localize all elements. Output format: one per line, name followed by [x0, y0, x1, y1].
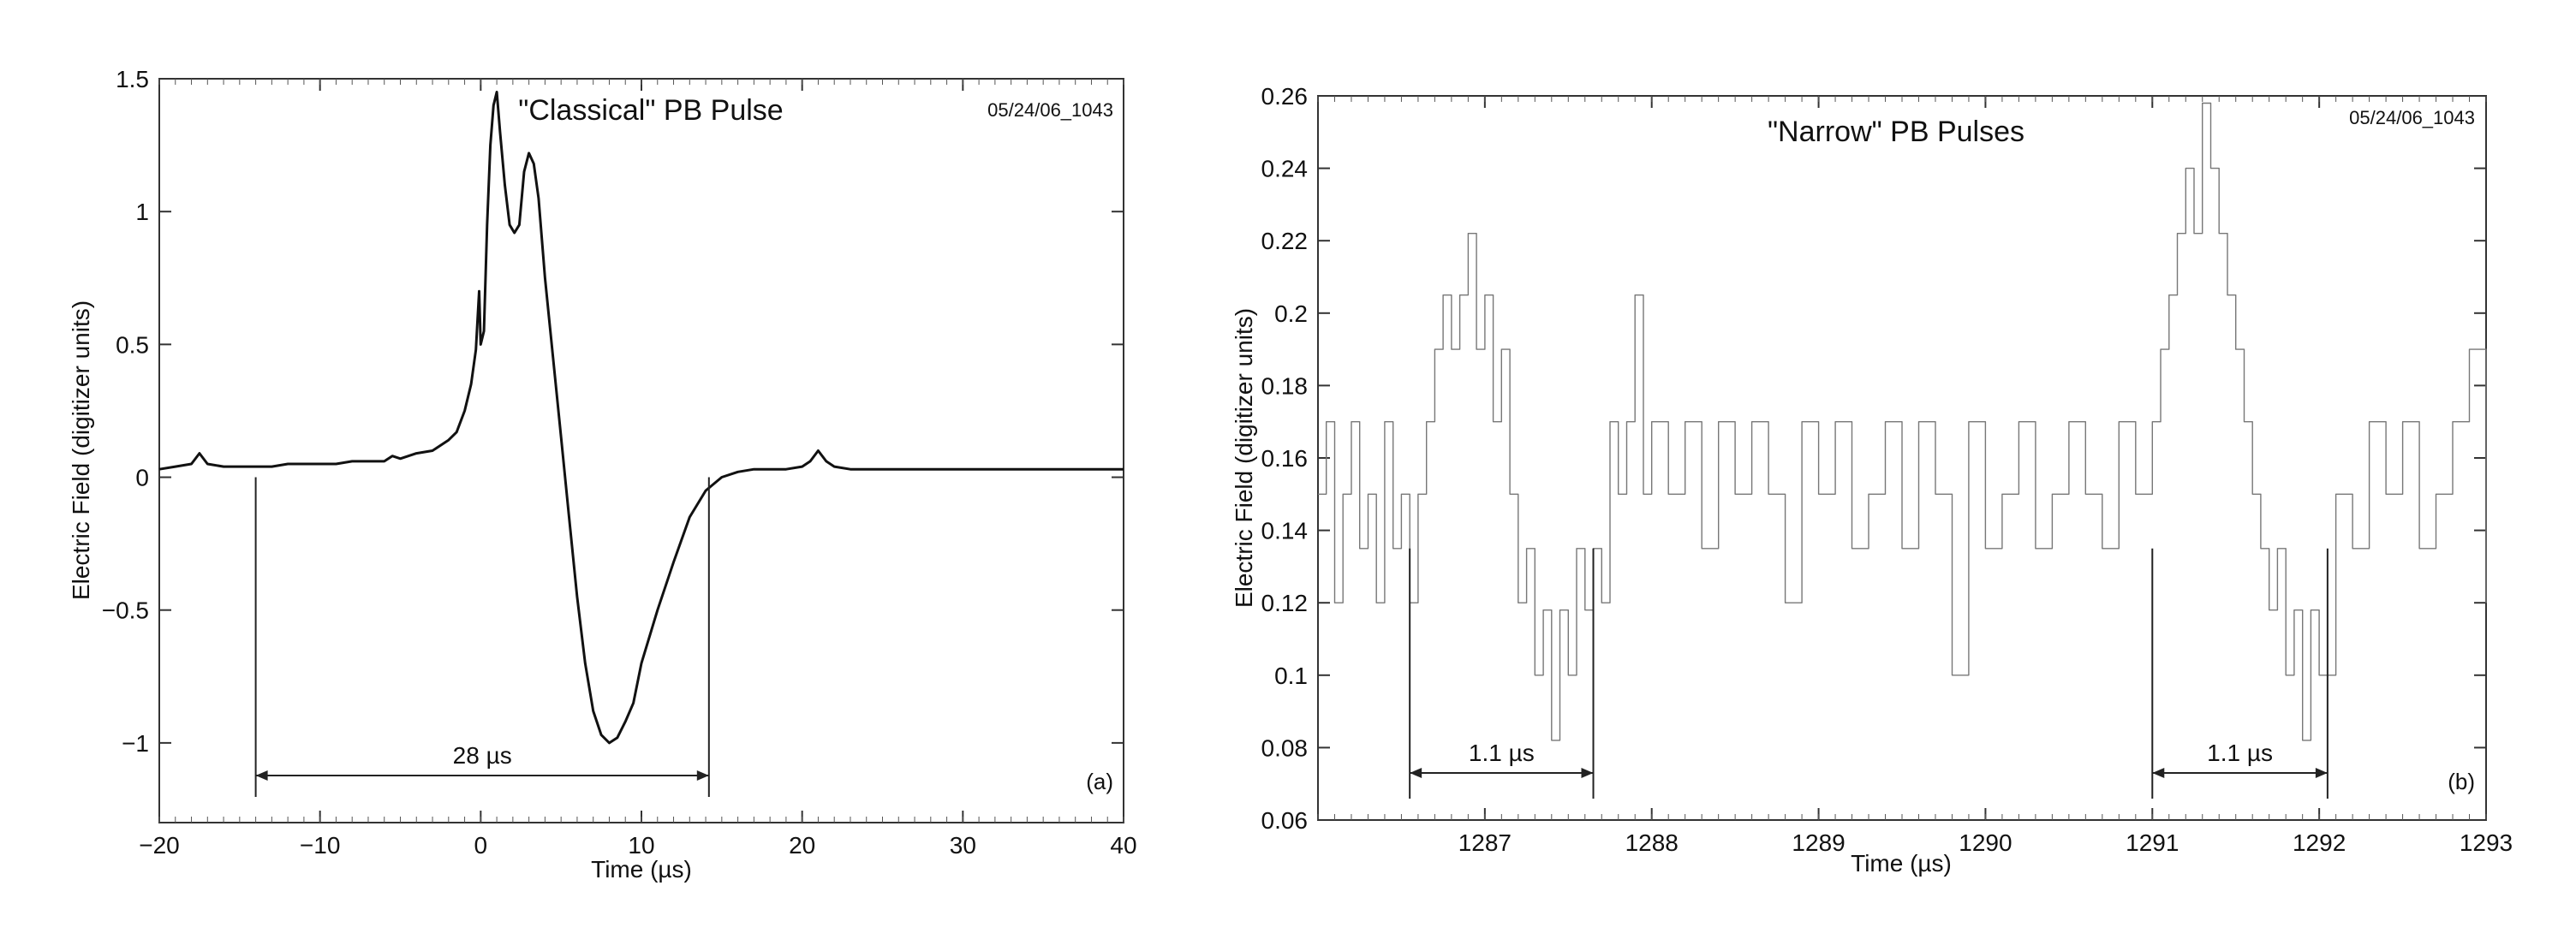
y-tick-label: −1: [122, 730, 149, 757]
annotation-a: 28 µs: [254, 477, 710, 797]
y-tick-label: 0.2: [1274, 300, 1308, 327]
arrowhead-left: [2152, 768, 2165, 778]
x-tick-label: 1288: [1625, 829, 1679, 856]
panel-label-a: (a): [1086, 769, 1113, 794]
y-axis-label-a: Electric Field (digitizer units): [68, 300, 94, 600]
x-tick-label: −10: [300, 832, 341, 859]
timestamp-a: 05/24/06_1043: [987, 99, 1113, 121]
y-tick-label: 0.26: [1261, 83, 1309, 110]
y-tick-label: 0.18: [1261, 372, 1309, 399]
duration-label: 1.1 µs: [2207, 740, 2273, 766]
chart-panel-a: −20 −10 0 10 20 30 40 −1 −0.5 0 0.5 1 1.5 28 µs "Cla…: [68, 66, 1137, 883]
y-tick-label: 1: [135, 199, 149, 225]
y-tick-label: 0.08: [1261, 734, 1309, 761]
x-tick-label: 10: [628, 832, 654, 859]
x-axis-label-a: Time (µs): [591, 856, 692, 883]
chart-title-a: "Classical" PB Pulse: [518, 94, 783, 127]
y-axis-label-b: Electric Field (digitizer units): [1231, 308, 1257, 608]
y-tick-label: 0.12: [1261, 590, 1309, 616]
arrowhead-right: [696, 770, 709, 781]
y-tick-label: 0.24: [1261, 156, 1309, 182]
ticks-b: 1287 1288 1289 1290 1291 1292 1293 0.06 0.08 0.1 0…: [1261, 83, 2513, 856]
y-tick-label: 0.06: [1261, 807, 1309, 834]
series-line: [1318, 102, 2487, 741]
x-tick-label: 1287: [1458, 829, 1512, 856]
series-line: [158, 91, 1124, 745]
timestamp-b: 05/24/06_1043: [2349, 107, 2475, 128]
x-tick-label: 1292: [2293, 829, 2346, 856]
x-tick-label: 20: [789, 832, 815, 859]
arrowhead-left: [255, 770, 268, 781]
y-tick-label: −0.5: [102, 597, 149, 624]
chart-title-b: "Narrow" PB Pulses: [1768, 116, 2024, 148]
duration-label: 1.1 µs: [1469, 740, 1535, 766]
y-tick-label: 0.22: [1261, 228, 1309, 254]
y-tick-label: 0.5: [116, 331, 149, 358]
x-tick-label: −20: [139, 832, 180, 859]
y-tick-label: 0.16: [1261, 445, 1309, 472]
plot-frame-a: [158, 78, 1124, 823]
arrowhead-right: [2315, 768, 2328, 778]
ticks-a: −20 −10 0 10 20 30 40 −1 −0.5 0 0.5 1 1.5: [102, 66, 1137, 859]
x-tick-label: 1293: [2460, 829, 2513, 856]
x-tick-label: 1290: [1959, 829, 2012, 856]
x-tick-label: 1291: [2126, 829, 2179, 856]
y-tick-label: 0.14: [1261, 518, 1309, 544]
x-tick-label: 0: [474, 832, 488, 859]
arrowhead-right: [1581, 768, 1594, 778]
panel-label-b: (b): [2448, 769, 2475, 794]
y-tick-label: 1.5: [116, 66, 149, 92]
x-tick-label: 30: [950, 832, 976, 859]
chart-panel-b: 1287 1288 1289 1290 1291 1292 1293 0.06 0.08 0.1 0…: [1231, 83, 2513, 877]
duration-label: 28 µs: [453, 742, 512, 769]
y-tick-label: 0: [135, 465, 149, 491]
x-axis-label-b: Time (µs): [1851, 850, 1952, 877]
series-b: [1318, 102, 2487, 741]
arrowhead-left: [1410, 768, 1422, 778]
x-tick-label: 40: [1110, 832, 1136, 859]
x-tick-label: 1289: [1792, 829, 1845, 856]
series-a: [158, 91, 1124, 745]
annotation-b: 1.1 µs 1.1 µs: [1409, 548, 2329, 799]
y-tick-label: 0.1: [1274, 663, 1308, 689]
